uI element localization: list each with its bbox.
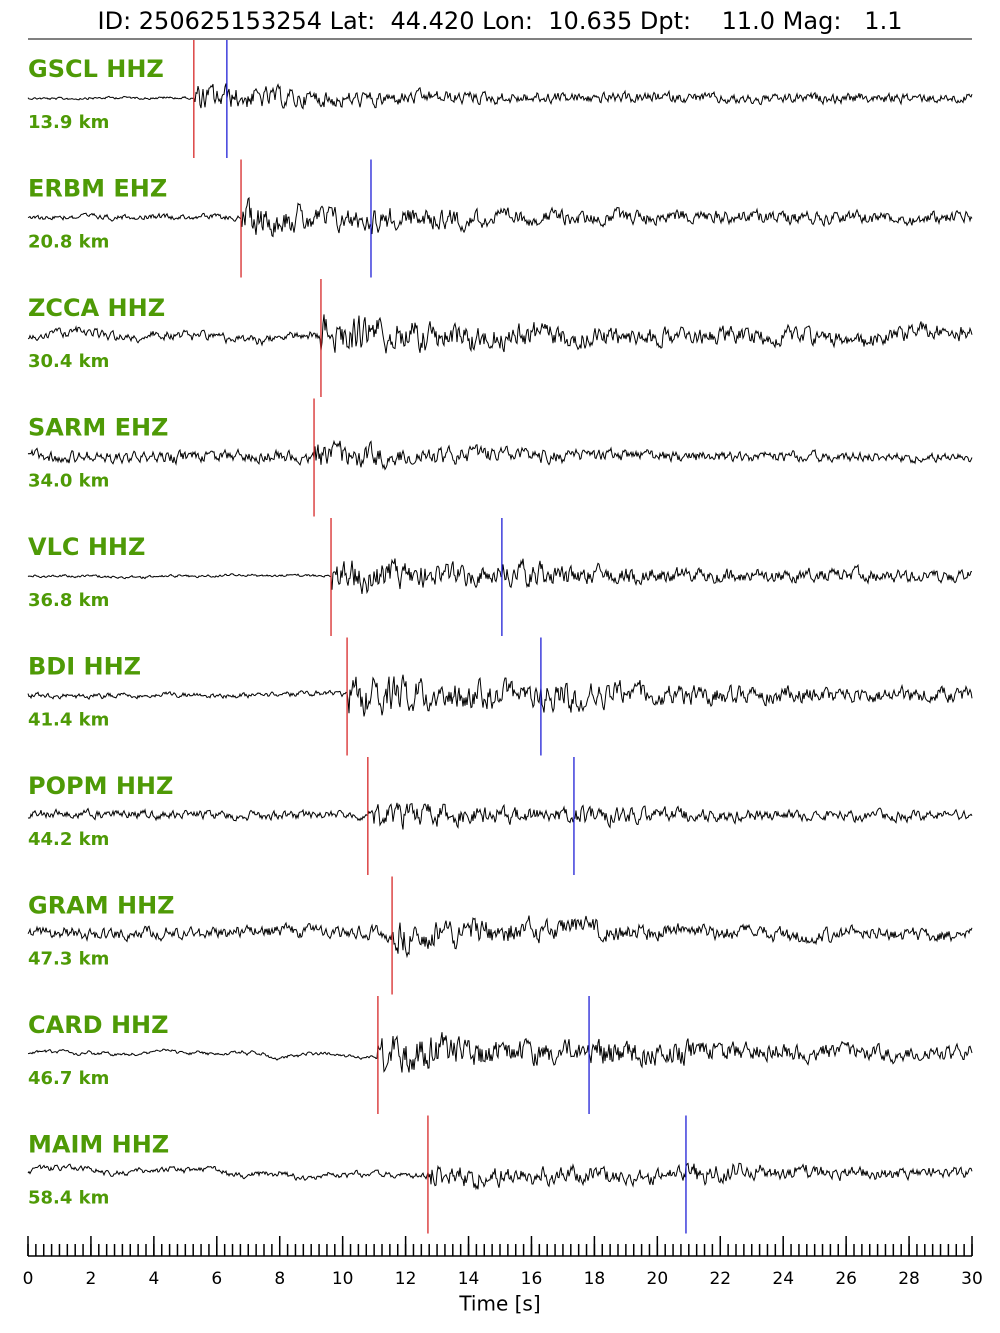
- x-tick-label: 26: [835, 1269, 857, 1289]
- x-tick-label: 16: [521, 1269, 543, 1289]
- x-tick-label: 18: [584, 1269, 606, 1289]
- station-distance: 20.8 km: [28, 232, 109, 253]
- x-tick-label: 6: [211, 1269, 222, 1289]
- station-name: GRAM HHZ: [28, 892, 175, 920]
- station-name: GSCL HHZ: [28, 55, 164, 83]
- x-tick-label: 14: [458, 1269, 480, 1289]
- station-distance: 13.9 km: [28, 112, 109, 133]
- x-tick-label: 24: [772, 1269, 794, 1289]
- station-name: VLC HHZ: [28, 533, 145, 561]
- station-name: MAIM HHZ: [28, 1131, 169, 1159]
- x-tick-label: 0: [23, 1269, 34, 1289]
- waveform: [27, 83, 973, 110]
- station-distance: 30.4 km: [28, 351, 109, 372]
- x-tick-label: 20: [647, 1269, 669, 1289]
- station-name: ZCCA HHZ: [28, 294, 165, 322]
- x-tick-label: 10: [332, 1269, 354, 1289]
- station-name: CARD HHZ: [28, 1011, 169, 1039]
- x-tick-label: 4: [148, 1269, 159, 1289]
- x-tick-label: 28: [898, 1269, 920, 1289]
- waveform: [27, 196, 973, 238]
- x-tick-label: 2: [86, 1269, 97, 1289]
- station-name: BDI HHZ: [28, 653, 141, 681]
- waveform: [27, 558, 972, 595]
- station-name: SARM EHZ: [28, 414, 168, 442]
- waveform: [27, 1032, 973, 1073]
- station-distance: 47.3 km: [28, 949, 109, 970]
- station-name: ERBM EHZ: [28, 175, 167, 203]
- station-distance: 36.8 km: [28, 590, 109, 611]
- station-distance: 34.0 km: [28, 471, 109, 492]
- waveform: [27, 1162, 973, 1191]
- x-axis-label: Time [s]: [458, 1292, 540, 1316]
- station-distance: 58.4 km: [28, 1188, 109, 1209]
- waveform: [27, 802, 973, 830]
- x-tick-label: 22: [709, 1269, 731, 1289]
- waveform: [27, 915, 973, 959]
- waveform: [27, 439, 973, 471]
- station-distance: 44.2 km: [28, 829, 109, 850]
- x-tick-label: 30: [961, 1269, 983, 1289]
- station-distance: 41.4 km: [28, 710, 109, 731]
- chart-title: ID: 250625153254 Lat: 44.420 Lon: 10.635…: [98, 7, 903, 35]
- x-tick-label: 12: [395, 1269, 417, 1289]
- station-name: POPM HHZ: [28, 772, 173, 800]
- x-tick-label: 8: [274, 1269, 285, 1289]
- waveform: [27, 674, 973, 717]
- waveform: [27, 314, 973, 354]
- station-distance: 46.7 km: [28, 1068, 109, 1089]
